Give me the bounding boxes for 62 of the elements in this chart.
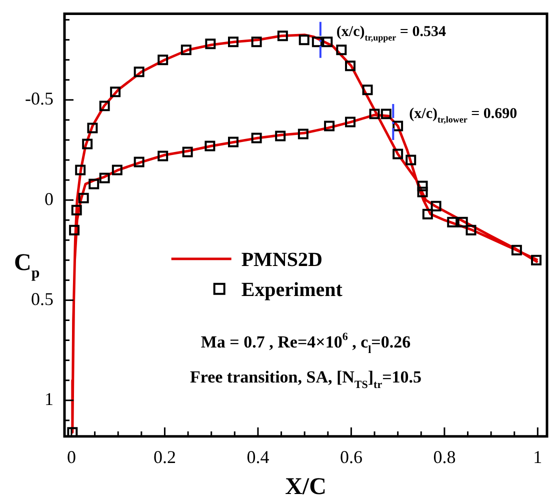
legend-label: PMNS2D	[241, 248, 322, 271]
point	[228, 136, 238, 148]
x-axis-title: X/C	[285, 474, 326, 500]
point	[369, 108, 380, 120]
point	[392, 148, 404, 160]
point	[78, 192, 89, 204]
point	[345, 60, 356, 72]
point	[110, 86, 121, 98]
point	[362, 84, 373, 96]
point	[75, 164, 86, 176]
point	[422, 208, 433, 220]
point	[88, 178, 100, 190]
point	[182, 146, 193, 158]
point	[67, 427, 78, 436]
point	[417, 180, 428, 192]
point	[322, 36, 333, 48]
point	[312, 36, 322, 48]
point	[251, 36, 262, 48]
point	[112, 164, 122, 176]
point	[82, 138, 93, 150]
point	[99, 172, 110, 184]
point	[406, 154, 416, 166]
point	[511, 244, 522, 256]
point	[69, 224, 80, 236]
point	[531, 254, 542, 266]
point	[87, 122, 98, 134]
x-tick-label: 1	[533, 446, 542, 467]
point	[134, 156, 144, 168]
x-tick-label: 0.4	[246, 446, 270, 467]
point	[71, 204, 82, 216]
point	[158, 54, 168, 66]
y-tick-label: 0	[44, 188, 54, 209]
y-tick-label: 0.5	[30, 288, 54, 309]
point	[457, 216, 468, 228]
point	[277, 30, 288, 42]
point	[298, 128, 308, 140]
x-tick-label: 0.6	[340, 446, 362, 467]
point	[430, 200, 442, 212]
point	[466, 224, 476, 236]
point	[204, 140, 216, 152]
y-tick-label: 1	[44, 389, 54, 410]
point	[99, 100, 110, 112]
point	[345, 116, 356, 128]
point	[336, 44, 347, 56]
point	[392, 120, 404, 132]
point	[158, 150, 168, 162]
point	[447, 216, 458, 228]
point	[298, 34, 310, 46]
point	[180, 44, 192, 56]
point	[417, 186, 428, 198]
point	[251, 132, 262, 144]
point	[134, 66, 144, 78]
point	[275, 130, 286, 142]
x-tick-label: 0.8	[433, 446, 456, 467]
point	[324, 120, 335, 132]
legend-label: Experiment	[241, 278, 343, 301]
y-tick-label: -0.5	[24, 88, 54, 109]
point	[205, 38, 216, 50]
x-tick-label: 0.2	[153, 446, 176, 467]
point	[228, 36, 238, 48]
x-tick-label: 0	[66, 446, 76, 467]
point	[380, 108, 392, 120]
